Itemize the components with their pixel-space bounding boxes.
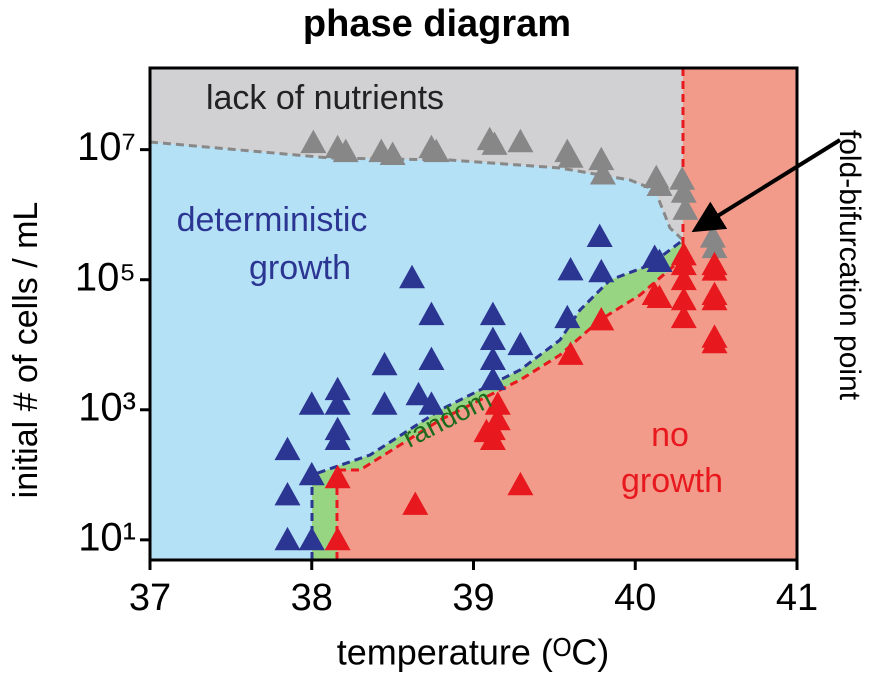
point bbox=[332, 138, 359, 163]
nutrient-region bbox=[150, 68, 683, 240]
point bbox=[646, 172, 673, 196]
chart-title: phase diagram bbox=[303, 3, 571, 45]
point bbox=[324, 426, 351, 450]
point bbox=[479, 426, 506, 450]
point bbox=[479, 346, 506, 371]
point bbox=[481, 131, 508, 155]
point bbox=[423, 138, 450, 163]
point bbox=[479, 366, 506, 391]
point bbox=[588, 307, 615, 331]
point bbox=[670, 179, 697, 203]
point bbox=[371, 391, 398, 415]
points bbox=[274, 126, 728, 551]
arrow bbox=[691, 138, 842, 233]
no-growth-region bbox=[337, 68, 797, 560]
point bbox=[701, 286, 728, 311]
point bbox=[298, 526, 325, 551]
point bbox=[298, 461, 325, 486]
y-tick-label: 10⁷ bbox=[77, 125, 136, 169]
y-tick-label: 10⁵ bbox=[75, 255, 136, 299]
point bbox=[324, 376, 351, 401]
point bbox=[554, 304, 581, 329]
point bbox=[479, 301, 506, 326]
annotation: no bbox=[651, 416, 689, 454]
point bbox=[418, 391, 445, 415]
point bbox=[274, 526, 301, 551]
point bbox=[371, 351, 398, 376]
point bbox=[507, 471, 534, 496]
point bbox=[274, 436, 301, 461]
y-axis-label: initial # of cells / mL bbox=[7, 202, 45, 499]
random-region bbox=[312, 240, 683, 560]
point bbox=[274, 481, 301, 506]
point bbox=[670, 286, 697, 311]
point bbox=[557, 341, 584, 365]
point bbox=[646, 284, 673, 309]
x-tick-label: 41 bbox=[776, 577, 818, 619]
point bbox=[418, 346, 445, 371]
point bbox=[669, 166, 696, 190]
point bbox=[588, 258, 615, 283]
y-tick-label: 10³ bbox=[78, 385, 136, 429]
point bbox=[507, 128, 534, 153]
point bbox=[324, 391, 351, 415]
point bbox=[646, 248, 673, 272]
point bbox=[701, 234, 728, 259]
point bbox=[324, 526, 351, 551]
point bbox=[479, 326, 506, 350]
point bbox=[402, 491, 429, 515]
point bbox=[484, 391, 511, 415]
point bbox=[405, 381, 432, 406]
point bbox=[670, 304, 697, 329]
annotation: fold-bifurcation point bbox=[833, 130, 866, 401]
annotation: growth bbox=[621, 462, 723, 500]
point bbox=[557, 144, 584, 168]
x-tick-label: 37 bbox=[129, 577, 171, 619]
point bbox=[699, 224, 726, 248]
boundary bbox=[335, 256, 684, 560]
point bbox=[418, 301, 445, 326]
point bbox=[507, 331, 534, 356]
point bbox=[588, 146, 615, 171]
point bbox=[324, 464, 351, 489]
point bbox=[399, 264, 426, 289]
point bbox=[701, 257, 728, 281]
annotation: growth bbox=[249, 249, 351, 287]
point bbox=[670, 251, 697, 276]
point bbox=[701, 329, 728, 354]
point bbox=[300, 129, 327, 154]
x-tick-label: 39 bbox=[452, 577, 494, 619]
point bbox=[670, 266, 697, 291]
point bbox=[589, 161, 616, 185]
point bbox=[379, 141, 406, 165]
annotation: lack of nutrients bbox=[206, 79, 444, 117]
x-tick-label: 40 bbox=[614, 577, 656, 619]
point bbox=[484, 406, 511, 431]
point bbox=[557, 257, 584, 281]
x-axis-label: temperature (ᴼC) bbox=[337, 632, 610, 673]
x-tick-label: 38 bbox=[291, 577, 333, 619]
boundary bbox=[310, 238, 684, 560]
y-tick-label: 10¹ bbox=[78, 515, 136, 559]
point bbox=[298, 391, 325, 415]
point bbox=[586, 223, 613, 248]
annotation: deterministic bbox=[177, 201, 368, 239]
